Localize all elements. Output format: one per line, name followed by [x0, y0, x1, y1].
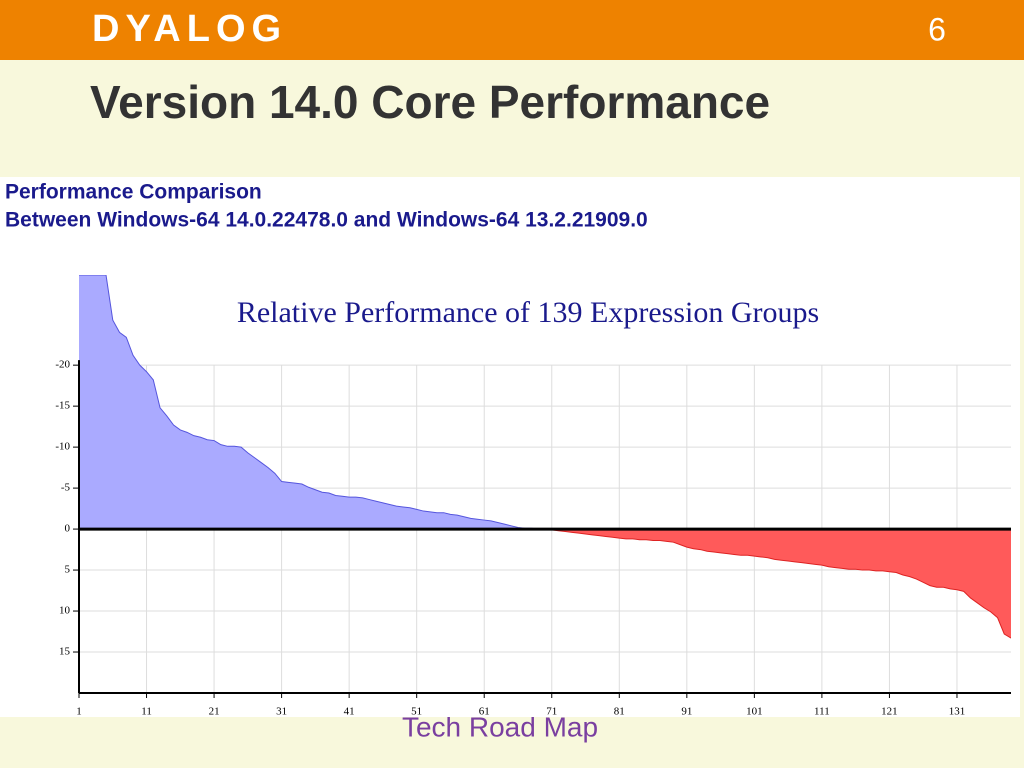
- slide-title: Version 14.0 Core Performance: [90, 76, 770, 128]
- x-tick-label: 31: [276, 706, 287, 718]
- logo: DYALOG: [92, 8, 287, 50]
- x-tick-label: 41: [344, 706, 355, 718]
- x-tick-label: 11: [141, 706, 152, 718]
- chart-title: Relative Performance of 139 Expression G…: [237, 296, 819, 329]
- x-tick-label: 81: [614, 706, 625, 718]
- y-tick-label: -5: [61, 482, 71, 494]
- panel-subheading: Between Windows-64 14.0.22478.0 and Wind…: [5, 209, 648, 232]
- x-tick-label: 101: [746, 706, 763, 718]
- page-number: 6: [928, 11, 946, 47]
- header-bar: [0, 0, 1024, 60]
- x-tick-label: 71: [546, 706, 557, 718]
- x-tick-label: 131: [949, 706, 966, 718]
- x-tick-label: 91: [681, 706, 692, 718]
- y-tick-label: -15: [55, 400, 70, 412]
- y-tick-label: 10: [59, 605, 71, 617]
- y-tick-label: 0: [65, 523, 71, 535]
- x-tick-label: 51: [411, 706, 422, 718]
- area: [79, 275, 1011, 639]
- y-tick-label: 15: [59, 646, 71, 658]
- x-tick-label: 21: [209, 706, 220, 718]
- panel-heading: Performance Comparison: [5, 181, 262, 204]
- x-tick-label: 121: [881, 706, 898, 718]
- y-tick-label: -20: [55, 359, 70, 371]
- x-tick-label: 111: [814, 706, 830, 718]
- x-tick-label: 61: [479, 706, 490, 718]
- x-tick-label: 1: [76, 706, 82, 718]
- y-tick-label: -10: [55, 441, 70, 453]
- y-tick-label: 5: [65, 564, 71, 576]
